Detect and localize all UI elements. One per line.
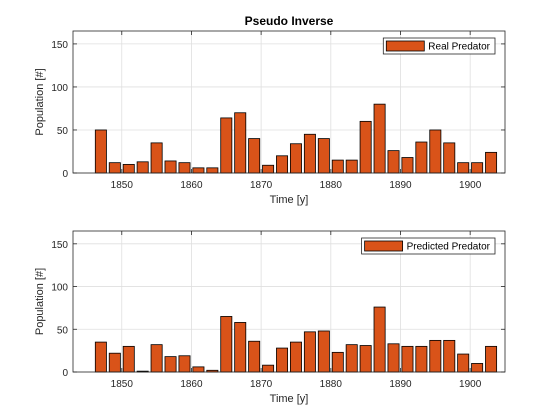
bar bbox=[207, 168, 218, 173]
bar bbox=[263, 365, 274, 372]
bar bbox=[402, 158, 413, 173]
y-tick-label: 150 bbox=[51, 240, 68, 251]
bar bbox=[472, 163, 483, 173]
legend-entry-label: Predicted Predator bbox=[407, 242, 491, 253]
bar bbox=[235, 113, 246, 173]
bar bbox=[276, 348, 287, 372]
x-axis-label: Time [y] bbox=[270, 393, 309, 405]
bar bbox=[95, 130, 106, 173]
bar bbox=[360, 121, 371, 173]
bar bbox=[346, 160, 357, 173]
bar bbox=[95, 342, 106, 372]
bar bbox=[179, 356, 190, 372]
bar bbox=[165, 357, 176, 372]
bar bbox=[151, 143, 162, 173]
bar bbox=[318, 139, 329, 173]
legend-swatch bbox=[386, 41, 424, 51]
y-tick-label: 0 bbox=[62, 169, 68, 180]
bar bbox=[458, 354, 469, 372]
legend: Predicted Predator bbox=[362, 238, 495, 254]
bar bbox=[137, 162, 148, 173]
bar bbox=[235, 322, 246, 372]
bar bbox=[221, 118, 232, 173]
bar bbox=[360, 346, 371, 372]
y-tick-label: 100 bbox=[51, 283, 68, 294]
bar bbox=[416, 346, 427, 372]
bar bbox=[221, 316, 232, 372]
x-tick-label: 1860 bbox=[180, 379, 203, 390]
legend-entry-label: Real Predator bbox=[428, 42, 490, 53]
y-tick-label: 0 bbox=[62, 368, 68, 379]
x-tick-label: 1880 bbox=[320, 379, 343, 390]
x-tick-label: 1900 bbox=[459, 180, 482, 191]
bar bbox=[485, 346, 496, 372]
x-tick-label: 1900 bbox=[459, 379, 482, 390]
x-tick-label: 1890 bbox=[389, 180, 412, 191]
x-tick-label: 1870 bbox=[250, 379, 273, 390]
x-tick-label: 1890 bbox=[389, 379, 412, 390]
y-axis-label: Population [#] bbox=[34, 268, 46, 335]
bar bbox=[304, 332, 315, 372]
bar bbox=[444, 143, 455, 173]
y-tick-label: 50 bbox=[57, 325, 69, 336]
x-axis-label: Time [y] bbox=[270, 194, 309, 206]
chart-2: 1850 1860 1870 1880 1890 1900 0 50 100 150 Time [y… bbox=[34, 231, 505, 405]
bar bbox=[193, 367, 204, 372]
bar bbox=[458, 163, 469, 173]
bar bbox=[304, 134, 315, 173]
bar bbox=[263, 165, 274, 173]
x-tick-label: 1850 bbox=[111, 180, 134, 191]
bar bbox=[416, 142, 427, 173]
x-tick-label: 1860 bbox=[180, 180, 203, 191]
bar bbox=[318, 331, 329, 372]
x-tick-label: 1880 bbox=[320, 180, 343, 191]
y-axis-label: Population [#] bbox=[34, 68, 46, 135]
legend: Real Predator bbox=[383, 38, 495, 54]
bar bbox=[151, 345, 162, 372]
bar bbox=[290, 342, 301, 372]
bar bbox=[388, 344, 399, 372]
bar bbox=[346, 345, 357, 372]
bar bbox=[109, 353, 120, 372]
bar bbox=[332, 352, 343, 372]
bar bbox=[276, 156, 287, 173]
y-tick-label: 50 bbox=[57, 126, 69, 137]
bar bbox=[485, 152, 496, 173]
bar bbox=[430, 130, 441, 173]
bar bbox=[290, 144, 301, 173]
bar bbox=[193, 168, 204, 173]
y-tick-label: 100 bbox=[51, 83, 68, 94]
bar bbox=[430, 340, 441, 372]
bar bbox=[374, 104, 385, 173]
x-tick-label: 1870 bbox=[250, 180, 273, 191]
bar bbox=[123, 164, 134, 173]
bar bbox=[374, 307, 385, 372]
bar bbox=[249, 341, 260, 372]
bar bbox=[123, 346, 134, 372]
bar bbox=[388, 151, 399, 173]
chart-1: 1850 1860 1870 1880 1890 1900 0 50 100 150 Pseudo … bbox=[34, 14, 505, 206]
bar bbox=[249, 139, 260, 173]
bar bbox=[332, 160, 343, 173]
y-tick-label: 150 bbox=[51, 40, 68, 51]
bar bbox=[109, 163, 120, 173]
legend-swatch bbox=[365, 241, 403, 251]
bar bbox=[472, 363, 483, 372]
x-tick-label: 1850 bbox=[111, 379, 134, 390]
bar bbox=[444, 340, 455, 372]
bar bbox=[179, 163, 190, 173]
chart-title: Pseudo Inverse bbox=[245, 14, 334, 28]
bar bbox=[165, 161, 176, 173]
bar bbox=[402, 346, 413, 372]
